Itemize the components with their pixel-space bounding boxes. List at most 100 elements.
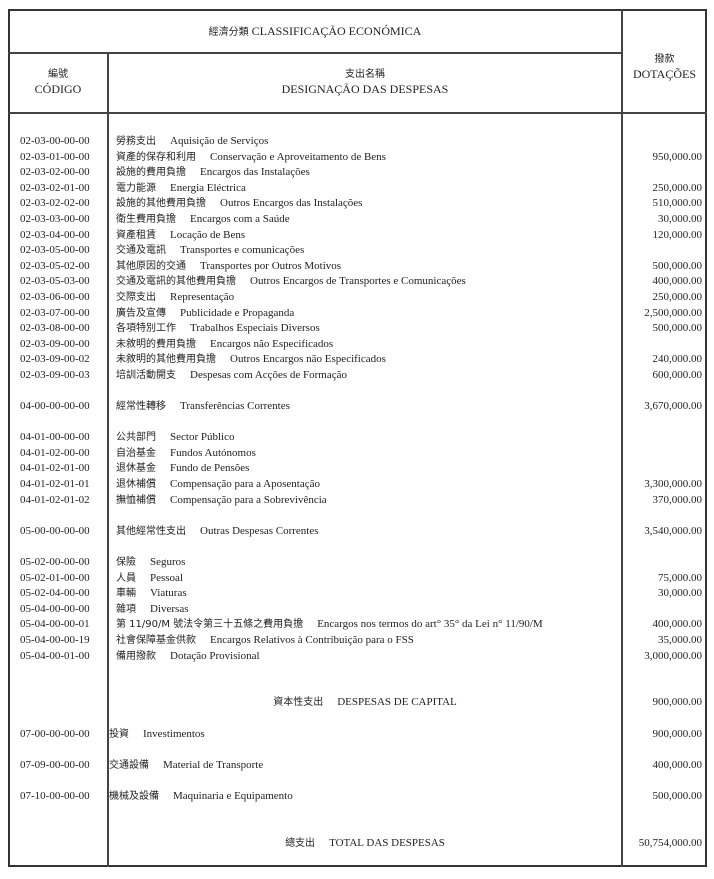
row-designation: 其他經常性支出 Outras Despesas Correntes — [116, 524, 319, 540]
designation-pt: Outras Despesas Correntes — [200, 524, 319, 537]
blank-row — [0, 773, 714, 789]
designation-pt: Outros Encargos não Especificados — [230, 353, 386, 366]
designation-zh: 設施的費用負擔 — [116, 167, 186, 179]
designation-zh: 第 11/90/M 號法令第三十五條之費用負擔 — [116, 619, 304, 631]
blank-row — [0, 664, 714, 680]
table-row: 02-03-05-02-00 其他原因的交通 Transportes por Out… — [0, 259, 714, 275]
row-amount: 240,000.00 — [652, 353, 703, 366]
designation-zh: 車輛 — [116, 588, 136, 600]
row-code: 07-09-00-00-00 — [20, 758, 90, 771]
designation-zh: 培訓活動開支 — [116, 369, 176, 381]
table-row: 02-03-05-03-00 交通及電訊的其他費用負擔 Outros Encargo… — [0, 274, 714, 290]
code-pt: CÓDIGO — [34, 82, 82, 96]
table-row: 02-03-06-00-00 交際支出 Representação 250,000.0… — [0, 290, 714, 306]
table-row: 02-03-09-00-00 未敘明的費用負擔 Encargos não Espec… — [0, 337, 714, 353]
row-amount: 500,000.00 — [652, 259, 703, 272]
designation-zh: 勞務支出 — [116, 136, 156, 147]
table-row: 05-02-00-00-00 保險 Seguros — [0, 555, 714, 571]
row-amount: 3,540,000.00 — [644, 524, 702, 537]
designation-zh: 交際支出 — [116, 291, 156, 303]
row-designation: 交通設備 Material de Transporte — [109, 758, 263, 774]
designation-zh: 未敘明的其他費用負擔 — [116, 354, 216, 366]
table-row: 07-09-00-00-00 交通設備 Material de Transporte… — [0, 758, 714, 774]
row-amount: 400,000.00 — [652, 758, 703, 771]
row-amount: 370,000.00 — [652, 493, 703, 506]
designation-zh: 資產租賃 — [116, 229, 156, 241]
blank-row — [0, 415, 714, 431]
row-designation: 交際支出 Representação — [116, 290, 234, 306]
row-designation: 設施的費用負擔 Encargos das Instalações — [116, 165, 310, 181]
designation-zh: 未敘明的費用負擔 — [116, 338, 196, 350]
designation-pt: Publicidade e Propaganda — [180, 306, 295, 319]
row-designation: 交通及電訊 Transportes e comunicações — [116, 243, 304, 259]
row-amount: 2,500,000.00 — [644, 306, 702, 319]
row-amount: 35,000.00 — [658, 634, 702, 646]
designation-zh: 投資 — [109, 728, 129, 740]
row-code: 04-01-02-00-00 — [20, 446, 90, 459]
classification-pt: CLASSIFICAÇÃO ECONÓMICA — [251, 24, 422, 38]
designation-pt: Encargos das Instalações — [200, 166, 310, 179]
row-designation: 機械及設備 Maquinaria e Equipamento — [109, 789, 293, 805]
row-code: 05-02-04-00-00 — [20, 587, 90, 600]
row-code: 02-03-02-02-00 — [20, 197, 90, 210]
row-designation: 社會保障基金供款 Encargos Relativos à Contribuiçã… — [116, 633, 414, 649]
row-designation: 公共部門 Sector Público — [116, 430, 234, 446]
row-designation: 交通及電訊的其他費用負擔 Outros Encargos de Transport… — [116, 274, 466, 290]
row-designation: 勞務支出 Aquisição de Serviços — [116, 134, 268, 150]
row-amount: 900,000.00 — [652, 727, 703, 740]
table-row: 04-00-00-00-00 經常性轉移 Transferências Corren… — [0, 399, 714, 415]
designation-header: 支出名稱 DESIGNAÇÃO DAS DESPESAS — [108, 68, 622, 96]
row-amount: 400,000.00 — [652, 275, 703, 288]
table-row: 05-02-04-00-00 車輛 Viaturas 30,000.00 — [0, 586, 714, 602]
table-row: 05-02-01-00-00 人員 Pessoal 75,000.00 — [0, 571, 714, 587]
table-row: 05-04-00-00-01 第 11/90/M 號法令第三十五條之費用負擔 Enc… — [0, 617, 714, 633]
row-code: 04-01-00-00-00 — [20, 431, 90, 444]
dotacoes-header: 撥款 DOTAÇÕES — [622, 53, 707, 81]
dotacoes-pt: DOTAÇÕES — [632, 67, 697, 81]
row-designation: 未敘明的費用負擔 Encargos não Especificados — [116, 337, 333, 353]
designation-pt: Encargos não Especificados — [210, 337, 334, 350]
table-row: 07-10-00-00-00 機械及設備 Maquinaria e Equipame… — [0, 789, 714, 805]
designation-zh: 衛生費用負擔 — [116, 213, 176, 225]
designation-pt: Maquinaria e Equipamento — [173, 789, 293, 802]
designation-pt: Dotação Provisional — [170, 649, 260, 662]
designation-zh: 保險 — [116, 557, 136, 569]
table-row: 05-04-00-00-19 社會保障基金供款 Encargos Relativos… — [0, 633, 714, 649]
row-designation: 退休補償 Compensação para a Aposentação — [116, 477, 320, 493]
row-amount: 250,000.00 — [652, 181, 703, 194]
row-amount: 400,000.00 — [652, 618, 703, 631]
blank-row — [0, 539, 714, 555]
row-code: 02-03-01-00-00 — [20, 150, 90, 163]
blank-row — [0, 680, 714, 696]
designation-zh: 總支出 — [285, 837, 316, 849]
row-code: 04-00-00-00-00 — [20, 400, 90, 413]
classification-zh: 經濟分類 — [208, 27, 249, 38]
row-code: 07-10-00-00-00 — [20, 789, 90, 802]
header-divider — [8, 52, 622, 54]
designation-pt: Compensação para a Sobrevivência — [170, 493, 327, 506]
designation-pt: Despesas com Acções de Formação — [190, 368, 348, 381]
row-code: 02-03-02-00-00 — [20, 166, 90, 179]
row-designation: 設施的其他費用負擔 Outros Encargos das Instalações — [116, 196, 362, 212]
row-amount: 3,300,000.00 — [644, 478, 702, 491]
table-frame — [8, 9, 707, 867]
designation-zh: 資產的保存和利用 — [116, 151, 196, 163]
designation-zh: 廣告及宣傳 — [116, 307, 166, 319]
row-code: 02-03-00-00-00 — [20, 135, 90, 147]
row-code: 04-01-02-01-01 — [20, 478, 90, 491]
designation-zh: 機械及設備 — [109, 790, 159, 802]
designation-pt: Compensação para a Aposentação — [170, 478, 320, 491]
designation-zh: 公共部門 — [116, 432, 156, 444]
blank-row — [0, 820, 714, 836]
row-code: 02-03-05-02-00 — [20, 259, 90, 272]
table-row: 04-01-02-01-00 退休基金 Fundo de Pensões — [0, 461, 714, 477]
row-designation: 備用撥款 Dotação Provisional — [116, 649, 260, 665]
row-designation: 資產的保存和利用 Conservação e Aproveitamento de … — [116, 150, 386, 166]
designation-zh: 設施的其他費用負擔 — [116, 198, 206, 210]
row-code: 05-04-00-00-00 — [20, 602, 90, 615]
row-code: 02-03-02-01-00 — [20, 181, 90, 194]
row-code: 04-01-02-01-00 — [20, 462, 90, 475]
designation-pt: DESIGNAÇÃO DAS DESPESAS — [281, 82, 449, 96]
table-row: 02-03-01-00-00 資產的保存和利用 Conservação e Apro… — [0, 150, 714, 166]
row-code: 05-04-00-01-00 — [20, 649, 90, 662]
